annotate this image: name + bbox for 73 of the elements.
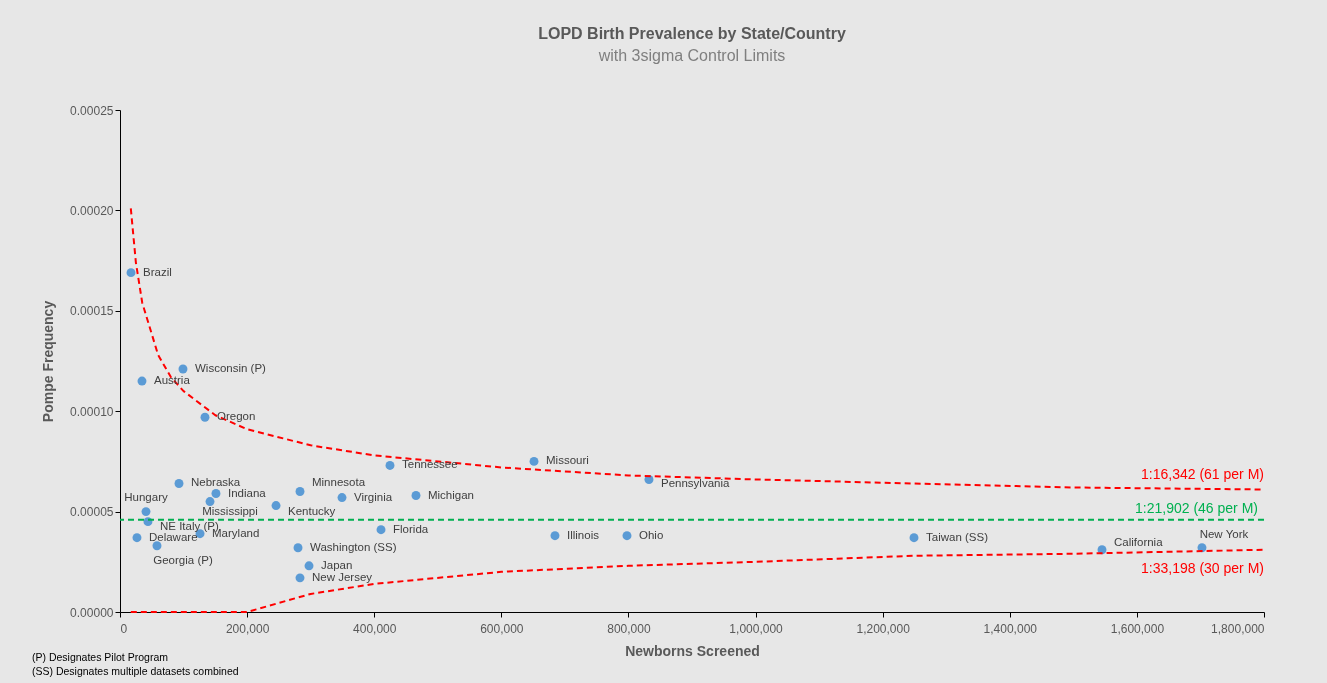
- y-tick-label: 0.00015: [70, 304, 114, 319]
- point: [211, 489, 221, 498]
- point: [271, 501, 281, 511]
- point: [295, 573, 305, 583]
- x-tick-label: 1,400,000: [983, 621, 1038, 636]
- x-tick-label: 1,000,000: [729, 621, 784, 636]
- point: [174, 479, 184, 488]
- x-tick-label: 1,600,000: [1110, 621, 1165, 636]
- point: [137, 376, 147, 386]
- annotation: Minnesota: [311, 475, 366, 488]
- x-tick-label: 1,800,000: [1211, 621, 1265, 636]
- y-axis-title: Pompe Frequency: [40, 300, 57, 423]
- point: [293, 543, 303, 553]
- point: [132, 533, 142, 543]
- x-tick-label: 400,000: [353, 621, 397, 636]
- annotation: Wisconsin (P): [194, 362, 267, 375]
- point: [178, 364, 188, 374]
- annotation: Illinois: [566, 528, 600, 541]
- point: [550, 531, 560, 541]
- ref-line-label: 1:21,902 (46 per M): [1135, 499, 1258, 516]
- point: [200, 412, 210, 422]
- annotation: Kentucky: [288, 504, 336, 517]
- y-tick-label: 0.00020: [70, 203, 114, 218]
- x-tick-label: 1,200,000: [856, 621, 911, 636]
- point: [376, 525, 386, 535]
- annotation: Michigan: [427, 488, 475, 501]
- x-tick-label: 800,000: [607, 621, 651, 636]
- annotation: Pennsylvania: [660, 477, 730, 490]
- chart-subtitle: with 3sigma Control Limits: [597, 47, 786, 64]
- annotation: Indiana: [227, 486, 267, 499]
- point: [385, 460, 395, 470]
- point: [205, 497, 215, 507]
- annotation: New Jersey: [311, 570, 373, 583]
- annotation: Missouri: [546, 454, 589, 467]
- annotation: Tennessee: [401, 458, 458, 471]
- annotation: Hungary: [124, 490, 168, 503]
- annotation: Brazil: [143, 265, 172, 278]
- annotation: Ohio: [638, 528, 664, 541]
- annotation: Florida: [393, 522, 429, 535]
- annotation: Georgia (P): [153, 553, 213, 566]
- y-tick-label: 0.00025: [70, 103, 114, 118]
- annotation: Washington (SS): [310, 540, 397, 553]
- point: [126, 268, 136, 278]
- annotation: New York: [1199, 527, 1249, 540]
- annotation: Nebraska: [190, 476, 241, 489]
- y-tick-label: 0.00010: [70, 404, 114, 419]
- series-label: 1:33,198 (30 per M): [1141, 559, 1264, 576]
- x-axis-title: Newborns Screened: [625, 642, 760, 659]
- point: [304, 561, 314, 571]
- annotation: Mississippi: [202, 504, 258, 517]
- point: [529, 456, 539, 466]
- text: (SS) Designates multiple datasets combined: [32, 665, 239, 677]
- y-tick-label: 0.00000: [70, 605, 114, 620]
- annotation: Oregon: [216, 410, 256, 423]
- series-label: 1:16,342 (61 per M): [1141, 465, 1264, 482]
- point: [141, 507, 151, 517]
- annotation: Taiwan (SS): [926, 530, 989, 543]
- x-tick-label: 200,000: [225, 621, 270, 636]
- point: [909, 533, 919, 543]
- point: [152, 541, 162, 551]
- annotation: Japan: [321, 558, 353, 571]
- point: [622, 531, 632, 541]
- chart-title: LOPD Birth Prevalence by State/Country: [538, 25, 846, 42]
- point: [295, 487, 305, 496]
- annotation: Austria: [153, 374, 191, 387]
- text: (P) Designates Pilot Program: [32, 651, 169, 663]
- x-tick-label: 0: [120, 621, 128, 636]
- point: [411, 491, 421, 500]
- x-tick-label: 600,000: [480, 621, 524, 636]
- annotation: California: [1114, 535, 1164, 548]
- y-tick-label: 0.00005: [70, 505, 114, 520]
- point: [337, 493, 347, 503]
- annotation: Virginia: [354, 490, 393, 503]
